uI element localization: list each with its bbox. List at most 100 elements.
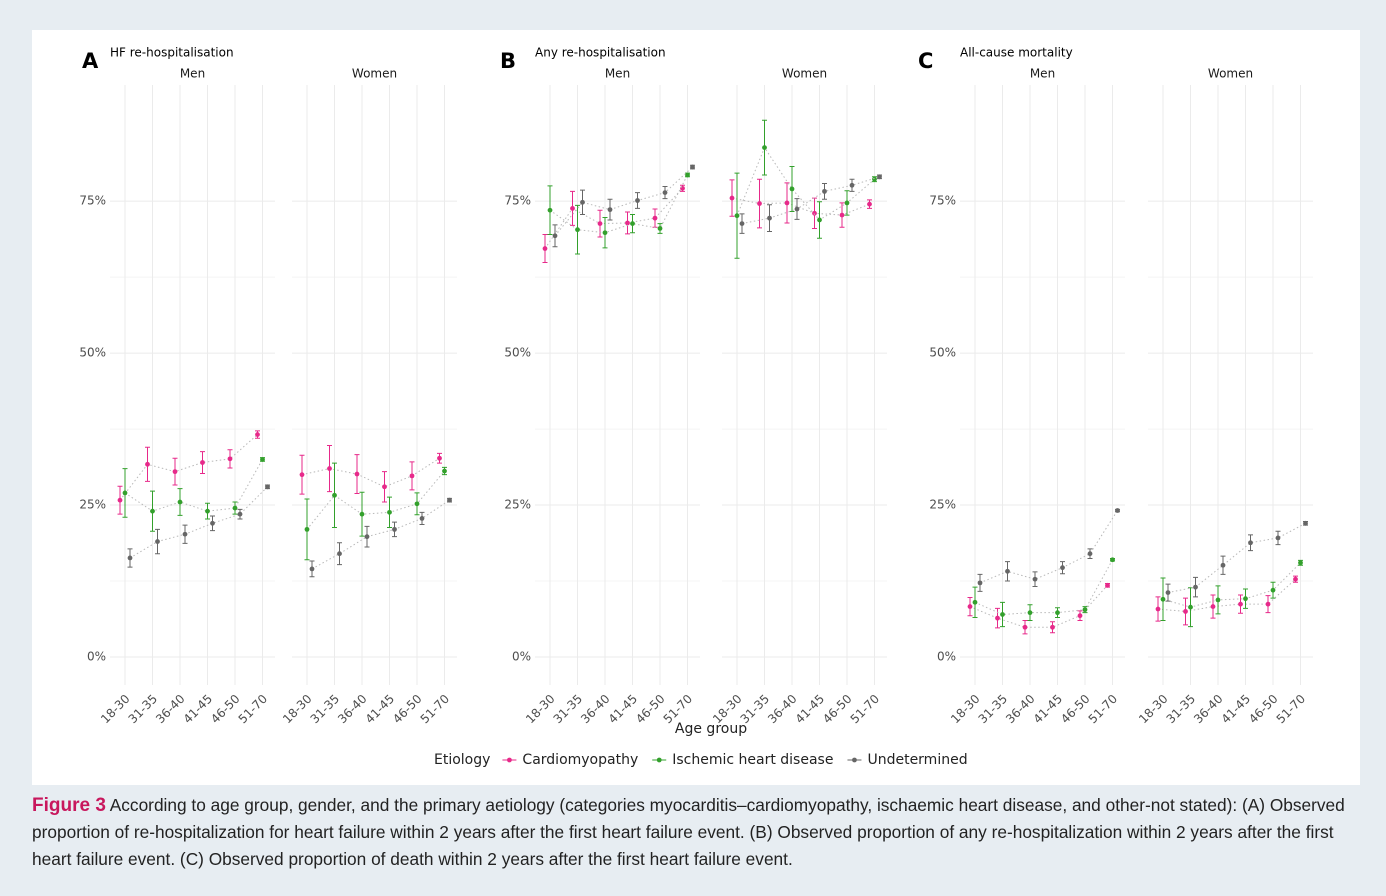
- point: [849, 182, 855, 188]
- y-tick-label: 50%: [504, 346, 531, 360]
- point: [237, 511, 243, 517]
- series-line: [741, 176, 880, 225]
- legend-label: Cardiomyopathy: [522, 752, 638, 768]
- point: [690, 164, 695, 170]
- legend-label: Undetermined: [867, 752, 967, 768]
- y-tick-label: 75%: [929, 194, 956, 208]
- point: [877, 174, 882, 180]
- point: [265, 484, 270, 490]
- figure-panel: [32, 30, 1360, 785]
- point: [734, 213, 740, 219]
- point: [437, 455, 442, 461]
- y-tick-label: 0%: [87, 650, 106, 664]
- figure: Age group Etiology A HF re-hospitalisatio…: [32, 30, 1360, 785]
- point: [657, 226, 663, 231]
- legend-key: [656, 757, 662, 763]
- point: [382, 484, 387, 490]
- point: [392, 526, 397, 532]
- point: [542, 246, 548, 251]
- series-line: [544, 188, 683, 249]
- point: [1303, 520, 1308, 526]
- series-line: [119, 434, 258, 501]
- y-tick-label: 75%: [504, 194, 531, 208]
- point: [822, 188, 827, 194]
- point: [260, 457, 265, 462]
- y-tick-label: 50%: [79, 346, 106, 360]
- point: [354, 471, 360, 477]
- series-line: [979, 510, 1118, 584]
- caption-label: Figure 3: [32, 795, 106, 816]
- point: [652, 215, 658, 221]
- point: [327, 466, 332, 471]
- point: [794, 206, 800, 212]
- point: [145, 461, 150, 467]
- point: [332, 492, 337, 498]
- panel-title: HF re-hospitalisation: [110, 46, 234, 60]
- point: [182, 531, 188, 537]
- point: [872, 176, 877, 182]
- caption: Figure 3 According to age group, gender,…: [32, 792, 1358, 873]
- point: [575, 227, 580, 233]
- point: [597, 221, 603, 227]
- point: [1243, 596, 1248, 602]
- y-tick-label: 0%: [512, 650, 531, 664]
- point: [1183, 609, 1188, 614]
- point: [414, 501, 420, 507]
- point: [972, 599, 978, 605]
- point: [177, 499, 183, 505]
- point: [867, 201, 872, 207]
- point: [1270, 587, 1276, 593]
- point: [570, 206, 575, 211]
- point: [762, 145, 767, 151]
- panel-title: All-cause mortality: [960, 46, 1073, 60]
- point: [117, 497, 123, 503]
- point: [155, 539, 160, 544]
- point: [419, 516, 425, 521]
- series-line: [306, 470, 445, 530]
- point: [210, 520, 215, 526]
- point: [122, 490, 128, 496]
- point: [304, 526, 310, 532]
- point: [817, 217, 822, 223]
- point: [1050, 624, 1055, 630]
- point: [409, 473, 415, 479]
- point: [1077, 613, 1083, 619]
- point: [1265, 601, 1271, 607]
- panel-title: Any re-hospitalisation: [535, 46, 666, 60]
- facet-label: Men: [1030, 67, 1055, 81]
- point: [635, 198, 640, 203]
- point: [150, 508, 155, 514]
- point: [1210, 604, 1216, 609]
- point: [812, 210, 817, 216]
- series-line: [554, 166, 693, 237]
- point: [662, 190, 668, 195]
- point: [967, 604, 973, 609]
- point: [995, 615, 1000, 621]
- legend-key: [507, 757, 512, 763]
- point: [1238, 601, 1243, 607]
- point: [387, 509, 392, 515]
- series-line: [736, 146, 875, 221]
- point: [784, 200, 790, 206]
- point: [1000, 612, 1005, 617]
- facet-label: Men: [180, 67, 205, 81]
- point: [625, 220, 630, 226]
- point: [232, 505, 238, 511]
- point: [200, 460, 205, 465]
- point: [1220, 562, 1226, 568]
- point: [767, 215, 772, 221]
- point: [1082, 607, 1088, 613]
- facet-label: Women: [352, 67, 397, 81]
- point: [1022, 624, 1028, 630]
- series-line: [969, 584, 1108, 628]
- facet-label: Women: [782, 67, 827, 81]
- y-tick-label: 75%: [79, 194, 106, 208]
- point: [789, 186, 795, 192]
- point: [1005, 568, 1010, 574]
- point: [1248, 540, 1253, 546]
- facet-label: Women: [1208, 67, 1253, 81]
- point: [844, 200, 850, 206]
- point: [757, 201, 762, 206]
- series-line: [974, 559, 1113, 615]
- point: [1115, 508, 1120, 513]
